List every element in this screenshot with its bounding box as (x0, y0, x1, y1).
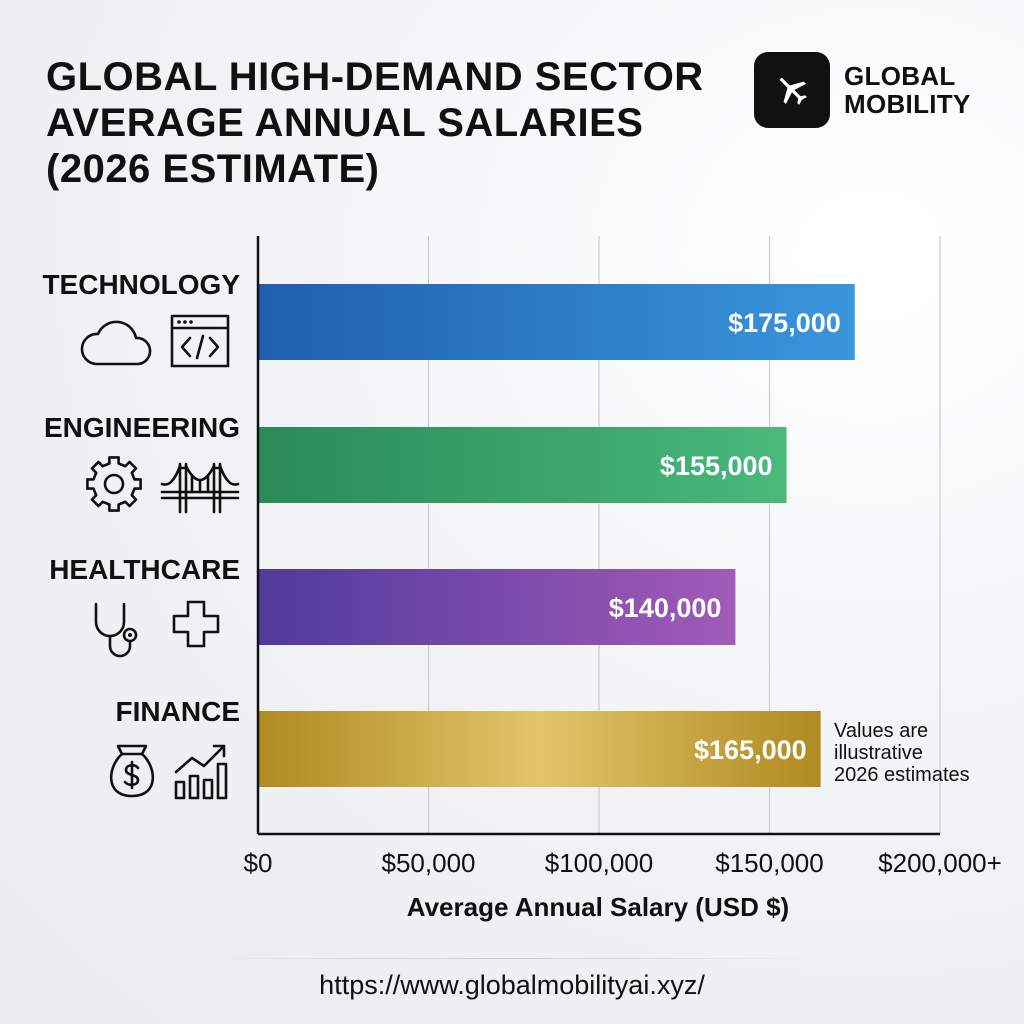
bar-technology (258, 284, 855, 360)
title-line-2: AVERAGE ANNUAL SALARIES (46, 101, 644, 145)
x-axis-title: Average Annual Salary (USD $) (407, 892, 789, 922)
cloud-icon (80, 320, 152, 366)
category-label: ENGINEERING (44, 412, 240, 443)
growth-chart-icon (174, 744, 228, 800)
money-bag-icon (109, 744, 155, 798)
bar-value-label: $140,000 (609, 593, 722, 623)
footer-divider (190, 958, 830, 959)
brand-name: GLOBAL MOBILITY (844, 62, 971, 118)
x-tick-label: $150,000 (715, 848, 823, 878)
bar-value-label: $165,000 (694, 735, 807, 765)
brand-logo: GLOBAL MOBILITY (754, 52, 971, 128)
category-label: HEALTHCARE (49, 554, 240, 585)
x-tick-label: $200,000+ (878, 848, 1002, 878)
x-tick-label: $0 (244, 848, 273, 878)
x-tick-label: $50,000 (382, 848, 476, 878)
page-title: GLOBAL HIGH-DEMAND SECTOR AVERAGE ANNUAL… (46, 54, 726, 192)
bridge-icon (160, 462, 240, 514)
title-line-3: (2026 ESTIMATE) (46, 147, 380, 191)
code-window-icon (170, 314, 230, 368)
bar-value-label: $175,000 (728, 308, 841, 338)
title-line-1: GLOBAL HIGH-DEMAND SECTOR (46, 55, 704, 99)
bar-healthcare (258, 569, 736, 645)
category-label: FINANCE (116, 696, 240, 727)
medical-cross-icon (172, 600, 220, 648)
bar-finance (258, 711, 821, 787)
footer-url[interactable]: https://www.globalmobilityai.xyz/ (319, 970, 705, 1000)
brand-name-line-2: MOBILITY (844, 89, 971, 119)
gear-icon (86, 456, 142, 512)
bar-engineering (258, 427, 787, 503)
annotation-note: Values are illustrative 2026 estimates (834, 720, 970, 786)
stethoscope-icon (94, 602, 138, 658)
brand-name-line-1: GLOBAL (844, 61, 956, 91)
airplane-icon (754, 52, 830, 128)
bar-value-label: $155,000 (660, 451, 773, 481)
category-label: TECHNOLOGY (42, 269, 240, 300)
x-tick-label: $100,000 (545, 848, 653, 878)
